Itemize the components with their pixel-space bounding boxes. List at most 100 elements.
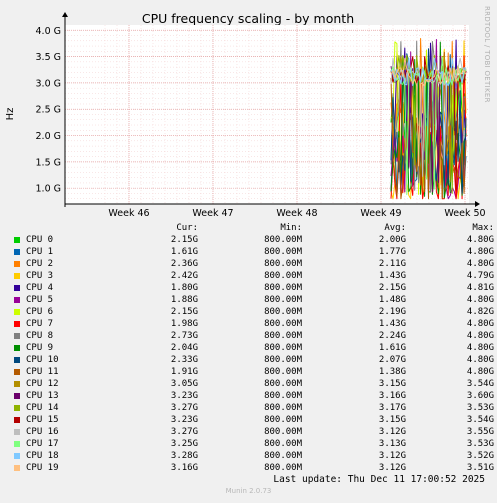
legend-swatch — [14, 429, 20, 435]
legend-min-value: 800.00M — [264, 451, 302, 461]
legend-max-value: 4.80G — [466, 259, 494, 269]
legend-swatch — [14, 261, 20, 267]
legend-min-value: 800.00M — [264, 235, 302, 245]
legend-min-value: 800.00M — [264, 319, 302, 329]
legend-max-value: 4.80G — [466, 295, 494, 305]
legend-avg-value: 1.77G — [378, 247, 406, 257]
legend-max-value: 3.60G — [466, 391, 494, 401]
legend-series-name: CPU 9 — [26, 343, 54, 353]
y-axis-label: Hz — [5, 108, 16, 121]
axes — [62, 12, 480, 207]
legend-swatch — [14, 237, 20, 243]
series-line-cpu-11 — [390, 51, 467, 200]
legend-max-value: 4.80G — [466, 319, 494, 329]
legend-series-name: CPU 16 — [26, 427, 59, 437]
legend-item: CPU 1 1.61G 800.00M 1.77G 4.80G — [12, 246, 494, 258]
legend-max-value: 4.80G — [466, 355, 494, 365]
legend-avg-value: 3.17G — [378, 403, 406, 413]
legend-avg-value: 2.19G — [378, 307, 406, 317]
legend-avg-value: 3.12G — [378, 463, 406, 473]
legend-min-value: 800.00M — [264, 439, 302, 449]
legend-swatch — [14, 297, 20, 303]
legend-cur-value: 2.33G — [170, 355, 198, 365]
legend-series-name: CPU 7 — [26, 319, 54, 329]
legend-swatch — [14, 249, 20, 255]
legend-avg-value: 3.16G — [378, 391, 406, 401]
legend-max-value: 4.80G — [466, 343, 494, 353]
legend-min-value: 800.00M — [264, 391, 302, 401]
legend-min-value: 800.00M — [264, 415, 302, 425]
x-tick-label: Week 47 — [192, 208, 233, 219]
legend-item: CPU 12 3.05G 800.00M 3.15G 3.54G — [12, 378, 494, 390]
legend-header: Cur: Min: Avg: Max: — [12, 222, 494, 234]
legend-avg-value: 3.12G — [378, 427, 406, 437]
legend-avg-value: 1.43G — [378, 271, 406, 281]
legend: Cur: Min: Avg: Max: CPU 0 2.15G 800.00M 2.0… — [12, 222, 494, 474]
legend-rows: CPU 0 2.15G 800.00M 2.00G 4.80G CPU 1 1.61G 800… — [12, 234, 494, 474]
legend-cur-value: 3.25G — [170, 439, 198, 449]
legend-cur-value: 3.23G — [170, 391, 198, 401]
legend-swatch — [14, 333, 20, 339]
legend-avg-value: 2.07G — [378, 355, 406, 365]
legend-series-name: CPU 15 — [26, 415, 59, 425]
legend-avg-value: 2.00G — [378, 235, 406, 245]
legend-series-name: CPU 4 — [26, 283, 54, 293]
y-tick-label: 1.5 G — [36, 157, 62, 168]
x-tick-label: Week 48 — [276, 208, 317, 219]
legend-series-name: CPU 14 — [26, 403, 59, 413]
legend-cur-value: 2.73G — [170, 331, 198, 341]
legend-max-value: 3.51G — [466, 463, 494, 473]
legend-min-value: 800.00M — [264, 283, 302, 293]
legend-series-name: CPU 12 — [26, 379, 59, 389]
legend-max-value: 4.80G — [466, 235, 494, 245]
legend-min-value: 800.00M — [264, 379, 302, 389]
legend-max-value: 4.80G — [466, 331, 494, 341]
legend-avg-value: 1.38G — [378, 367, 406, 377]
legend-item: CPU 7 1.98G 800.00M 1.43G 4.80G — [12, 318, 494, 330]
legend-max-value: 3.53G — [466, 403, 494, 413]
last-update: Last update: Thu Dec 11 17:00:52 2025 — [273, 474, 485, 485]
legend-cur-value: 2.36G — [170, 259, 198, 269]
legend-max-value: 3.53G — [466, 439, 494, 449]
legend-item: CPU 3 2.42G 800.00M 1.43G 4.79G — [12, 270, 494, 282]
legend-item: CPU 16 3.27G 800.00M 3.12G 3.55G — [12, 426, 494, 438]
y-tick-label: 4.0 G — [36, 26, 62, 37]
legend-series-name: CPU 2 — [26, 259, 54, 269]
legend-cur-value: 1.91G — [170, 367, 198, 377]
legend-max-value: 3.54G — [466, 415, 494, 425]
legend-series-name: CPU 3 — [26, 271, 54, 281]
legend-swatch — [14, 285, 20, 291]
legend-max-value: 4.79G — [466, 271, 494, 281]
legend-avg-value: 1.48G — [378, 295, 406, 305]
legend-series-name: CPU 1 — [26, 247, 54, 257]
legend-header-avg: Avg: — [384, 223, 406, 233]
legend-swatch — [14, 321, 20, 327]
legend-cur-value: 3.27G — [170, 427, 198, 437]
legend-swatch — [14, 453, 20, 459]
legend-min-value: 800.00M — [264, 403, 302, 413]
legend-item: CPU 9 2.04G 800.00M 1.61G 4.80G — [12, 342, 494, 354]
legend-avg-value: 1.61G — [378, 343, 406, 353]
legend-avg-value: 3.12G — [378, 451, 406, 461]
y-tick-label: 2.5 G — [36, 105, 62, 116]
rrdtool-watermark: RRDTOOL / TOBI OETIKER — [483, 6, 491, 103]
legend-min-value: 800.00M — [264, 331, 302, 341]
legend-cur-value: 1.61G — [170, 247, 198, 257]
legend-avg-value: 2.15G — [378, 283, 406, 293]
legend-series-name: CPU 6 — [26, 307, 54, 317]
legend-item: CPU 0 2.15G 800.00M 2.00G 4.80G — [12, 234, 494, 246]
legend-min-value: 800.00M — [264, 307, 302, 317]
y-tick-label: 1.0 G — [36, 184, 62, 195]
legend-swatch — [14, 345, 20, 351]
chart-title: CPU frequency scaling - by month — [142, 11, 354, 26]
x-tick-label: Week 46 — [108, 208, 149, 219]
series-layer — [390, 38, 467, 200]
legend-swatch — [14, 273, 20, 279]
legend-header-max: Max: — [472, 223, 494, 233]
legend-series-name: CPU 5 — [26, 295, 54, 305]
legend-swatch — [14, 405, 20, 411]
legend-swatch — [14, 441, 20, 447]
legend-series-name: CPU 17 — [26, 439, 59, 449]
legend-swatch — [14, 393, 20, 399]
legend-item: CPU 6 2.15G 800.00M 2.19G 4.82G — [12, 306, 494, 318]
